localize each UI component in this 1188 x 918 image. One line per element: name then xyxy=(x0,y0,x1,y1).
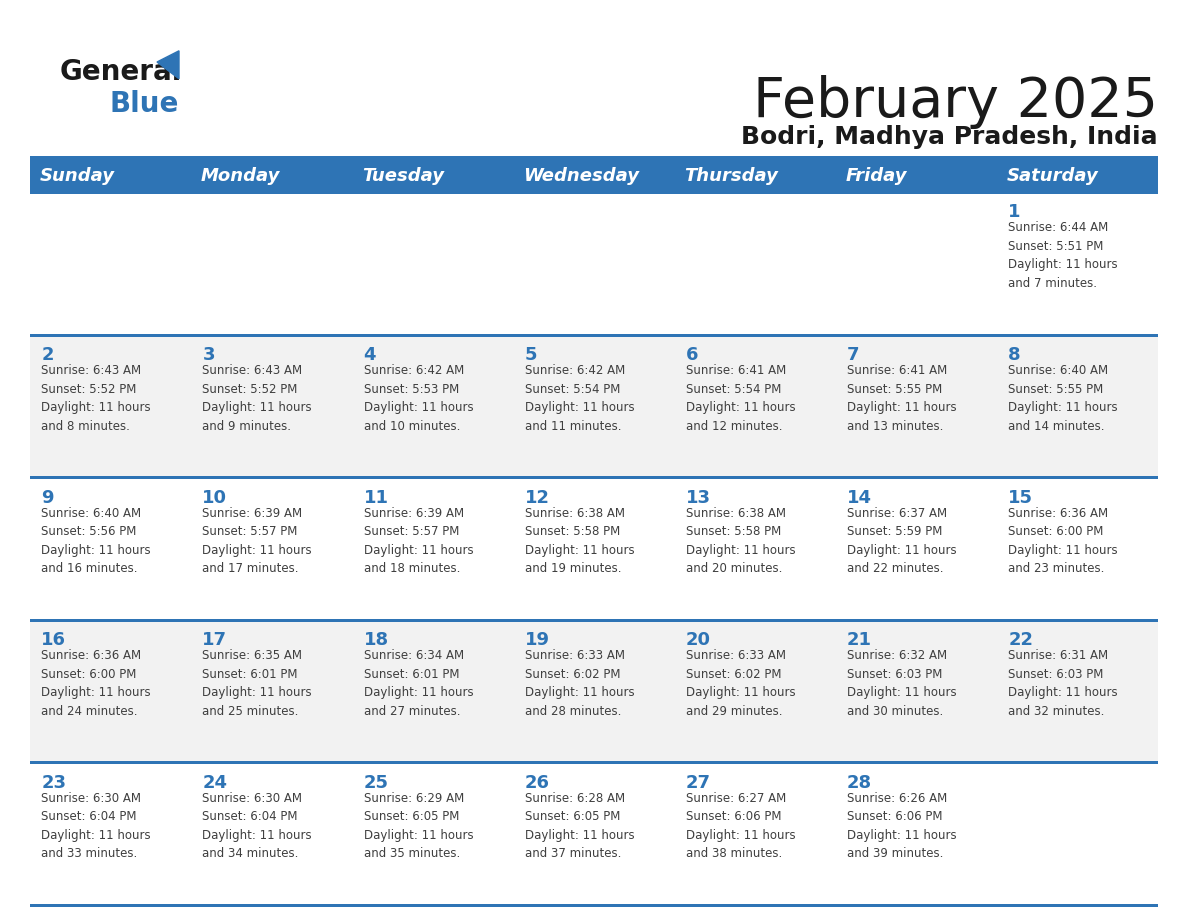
Bar xyxy=(30,904,1158,907)
Text: 24: 24 xyxy=(202,774,227,792)
Text: 23: 23 xyxy=(42,774,67,792)
Text: Sunrise: 6:39 AM
Sunset: 5:57 PM
Daylight: 11 hours
and 18 minutes.: Sunrise: 6:39 AM Sunset: 5:57 PM Dayligh… xyxy=(364,507,473,575)
Text: Sunrise: 6:41 AM
Sunset: 5:55 PM
Daylight: 11 hours
and 13 minutes.: Sunrise: 6:41 AM Sunset: 5:55 PM Dayligh… xyxy=(847,364,956,432)
Text: 14: 14 xyxy=(847,488,872,507)
Text: 1: 1 xyxy=(1009,204,1020,221)
Text: 11: 11 xyxy=(364,488,388,507)
Text: 15: 15 xyxy=(1009,488,1034,507)
Text: Sunrise: 6:39 AM
Sunset: 5:57 PM
Daylight: 11 hours
and 17 minutes.: Sunrise: 6:39 AM Sunset: 5:57 PM Dayligh… xyxy=(202,507,312,575)
Text: Sunrise: 6:31 AM
Sunset: 6:03 PM
Daylight: 11 hours
and 32 minutes.: Sunrise: 6:31 AM Sunset: 6:03 PM Dayligh… xyxy=(1009,649,1118,718)
Bar xyxy=(30,763,1158,905)
Text: Sunrise: 6:38 AM
Sunset: 5:58 PM
Daylight: 11 hours
and 20 minutes.: Sunrise: 6:38 AM Sunset: 5:58 PM Dayligh… xyxy=(685,507,796,575)
Text: 22: 22 xyxy=(1009,632,1034,649)
Text: Sunrise: 6:42 AM
Sunset: 5:53 PM
Daylight: 11 hours
and 10 minutes.: Sunrise: 6:42 AM Sunset: 5:53 PM Dayligh… xyxy=(364,364,473,432)
Text: 9: 9 xyxy=(42,488,53,507)
Text: 26: 26 xyxy=(525,774,550,792)
Text: 12: 12 xyxy=(525,488,550,507)
Text: 19: 19 xyxy=(525,632,550,649)
Text: Blue: Blue xyxy=(110,90,179,118)
Text: 5: 5 xyxy=(525,346,537,364)
Bar xyxy=(30,160,1158,192)
Text: Sunrise: 6:27 AM
Sunset: 6:06 PM
Daylight: 11 hours
and 38 minutes.: Sunrise: 6:27 AM Sunset: 6:06 PM Dayligh… xyxy=(685,792,796,860)
Text: Sunrise: 6:33 AM
Sunset: 6:02 PM
Daylight: 11 hours
and 28 minutes.: Sunrise: 6:33 AM Sunset: 6:02 PM Dayligh… xyxy=(525,649,634,718)
Text: Sunrise: 6:43 AM
Sunset: 5:52 PM
Daylight: 11 hours
and 9 minutes.: Sunrise: 6:43 AM Sunset: 5:52 PM Dayligh… xyxy=(202,364,312,432)
Text: 21: 21 xyxy=(847,632,872,649)
Text: Sunrise: 6:38 AM
Sunset: 5:58 PM
Daylight: 11 hours
and 19 minutes.: Sunrise: 6:38 AM Sunset: 5:58 PM Dayligh… xyxy=(525,507,634,575)
Text: 17: 17 xyxy=(202,632,227,649)
Text: 20: 20 xyxy=(685,632,710,649)
Polygon shape xyxy=(157,50,179,79)
Bar xyxy=(30,620,1158,763)
Text: Saturday: Saturday xyxy=(1006,167,1098,185)
Text: 3: 3 xyxy=(202,346,215,364)
Bar xyxy=(30,476,1158,479)
Text: Sunrise: 6:44 AM
Sunset: 5:51 PM
Daylight: 11 hours
and 7 minutes.: Sunrise: 6:44 AM Sunset: 5:51 PM Dayligh… xyxy=(1009,221,1118,290)
Text: Sunrise: 6:26 AM
Sunset: 6:06 PM
Daylight: 11 hours
and 39 minutes.: Sunrise: 6:26 AM Sunset: 6:06 PM Dayligh… xyxy=(847,792,956,860)
Text: 7: 7 xyxy=(847,346,859,364)
Bar xyxy=(30,333,1158,337)
Text: Monday: Monday xyxy=(201,167,280,185)
Bar xyxy=(30,619,1158,621)
Text: 18: 18 xyxy=(364,632,388,649)
Text: 2: 2 xyxy=(42,346,53,364)
Text: Sunrise: 6:37 AM
Sunset: 5:59 PM
Daylight: 11 hours
and 22 minutes.: Sunrise: 6:37 AM Sunset: 5:59 PM Dayligh… xyxy=(847,507,956,575)
Text: Sunrise: 6:30 AM
Sunset: 6:04 PM
Daylight: 11 hours
and 33 minutes.: Sunrise: 6:30 AM Sunset: 6:04 PM Dayligh… xyxy=(42,792,151,860)
Bar xyxy=(30,334,1158,477)
Text: Sunrise: 6:42 AM
Sunset: 5:54 PM
Daylight: 11 hours
and 11 minutes.: Sunrise: 6:42 AM Sunset: 5:54 PM Dayligh… xyxy=(525,364,634,432)
Text: Sunrise: 6:28 AM
Sunset: 6:05 PM
Daylight: 11 hours
and 37 minutes.: Sunrise: 6:28 AM Sunset: 6:05 PM Dayligh… xyxy=(525,792,634,860)
Text: 13: 13 xyxy=(685,488,710,507)
Text: 6: 6 xyxy=(685,346,699,364)
Text: Sunrise: 6:41 AM
Sunset: 5:54 PM
Daylight: 11 hours
and 12 minutes.: Sunrise: 6:41 AM Sunset: 5:54 PM Dayligh… xyxy=(685,364,796,432)
Text: 25: 25 xyxy=(364,774,388,792)
Text: Thursday: Thursday xyxy=(684,167,778,185)
Text: Sunrise: 6:33 AM
Sunset: 6:02 PM
Daylight: 11 hours
and 29 minutes.: Sunrise: 6:33 AM Sunset: 6:02 PM Dayligh… xyxy=(685,649,796,718)
Bar xyxy=(30,477,1158,620)
Text: Sunrise: 6:32 AM
Sunset: 6:03 PM
Daylight: 11 hours
and 30 minutes.: Sunrise: 6:32 AM Sunset: 6:03 PM Dayligh… xyxy=(847,649,956,718)
Text: 4: 4 xyxy=(364,346,377,364)
Bar xyxy=(30,156,1158,161)
Text: 10: 10 xyxy=(202,488,227,507)
Text: Friday: Friday xyxy=(846,167,906,185)
Text: Sunday: Sunday xyxy=(39,167,115,185)
Text: 8: 8 xyxy=(1009,346,1020,364)
Text: 27: 27 xyxy=(685,774,710,792)
Text: Sunrise: 6:43 AM
Sunset: 5:52 PM
Daylight: 11 hours
and 8 minutes.: Sunrise: 6:43 AM Sunset: 5:52 PM Dayligh… xyxy=(42,364,151,432)
Text: Sunrise: 6:40 AM
Sunset: 5:56 PM
Daylight: 11 hours
and 16 minutes.: Sunrise: 6:40 AM Sunset: 5:56 PM Dayligh… xyxy=(42,507,151,575)
Text: 28: 28 xyxy=(847,774,872,792)
Text: Sunrise: 6:29 AM
Sunset: 6:05 PM
Daylight: 11 hours
and 35 minutes.: Sunrise: 6:29 AM Sunset: 6:05 PM Dayligh… xyxy=(364,792,473,860)
Bar xyxy=(30,761,1158,765)
Text: Sunrise: 6:34 AM
Sunset: 6:01 PM
Daylight: 11 hours
and 27 minutes.: Sunrise: 6:34 AM Sunset: 6:01 PM Dayligh… xyxy=(364,649,473,718)
Text: Sunrise: 6:36 AM
Sunset: 6:00 PM
Daylight: 11 hours
and 23 minutes.: Sunrise: 6:36 AM Sunset: 6:00 PM Dayligh… xyxy=(1009,507,1118,575)
Bar xyxy=(30,191,1158,194)
Text: Tuesday: Tuesday xyxy=(362,167,444,185)
Text: Sunrise: 6:40 AM
Sunset: 5:55 PM
Daylight: 11 hours
and 14 minutes.: Sunrise: 6:40 AM Sunset: 5:55 PM Dayligh… xyxy=(1009,364,1118,432)
Text: General: General xyxy=(61,58,183,86)
Text: 16: 16 xyxy=(42,632,67,649)
Text: Bodri, Madhya Pradesh, India: Bodri, Madhya Pradesh, India xyxy=(741,125,1158,149)
Text: February 2025: February 2025 xyxy=(753,75,1158,129)
Text: Wednesday: Wednesday xyxy=(523,167,639,185)
Text: Sunrise: 6:35 AM
Sunset: 6:01 PM
Daylight: 11 hours
and 25 minutes.: Sunrise: 6:35 AM Sunset: 6:01 PM Dayligh… xyxy=(202,649,312,718)
Text: Sunrise: 6:36 AM
Sunset: 6:00 PM
Daylight: 11 hours
and 24 minutes.: Sunrise: 6:36 AM Sunset: 6:00 PM Dayligh… xyxy=(42,649,151,718)
Bar xyxy=(30,192,1158,334)
Text: Sunrise: 6:30 AM
Sunset: 6:04 PM
Daylight: 11 hours
and 34 minutes.: Sunrise: 6:30 AM Sunset: 6:04 PM Dayligh… xyxy=(202,792,312,860)
